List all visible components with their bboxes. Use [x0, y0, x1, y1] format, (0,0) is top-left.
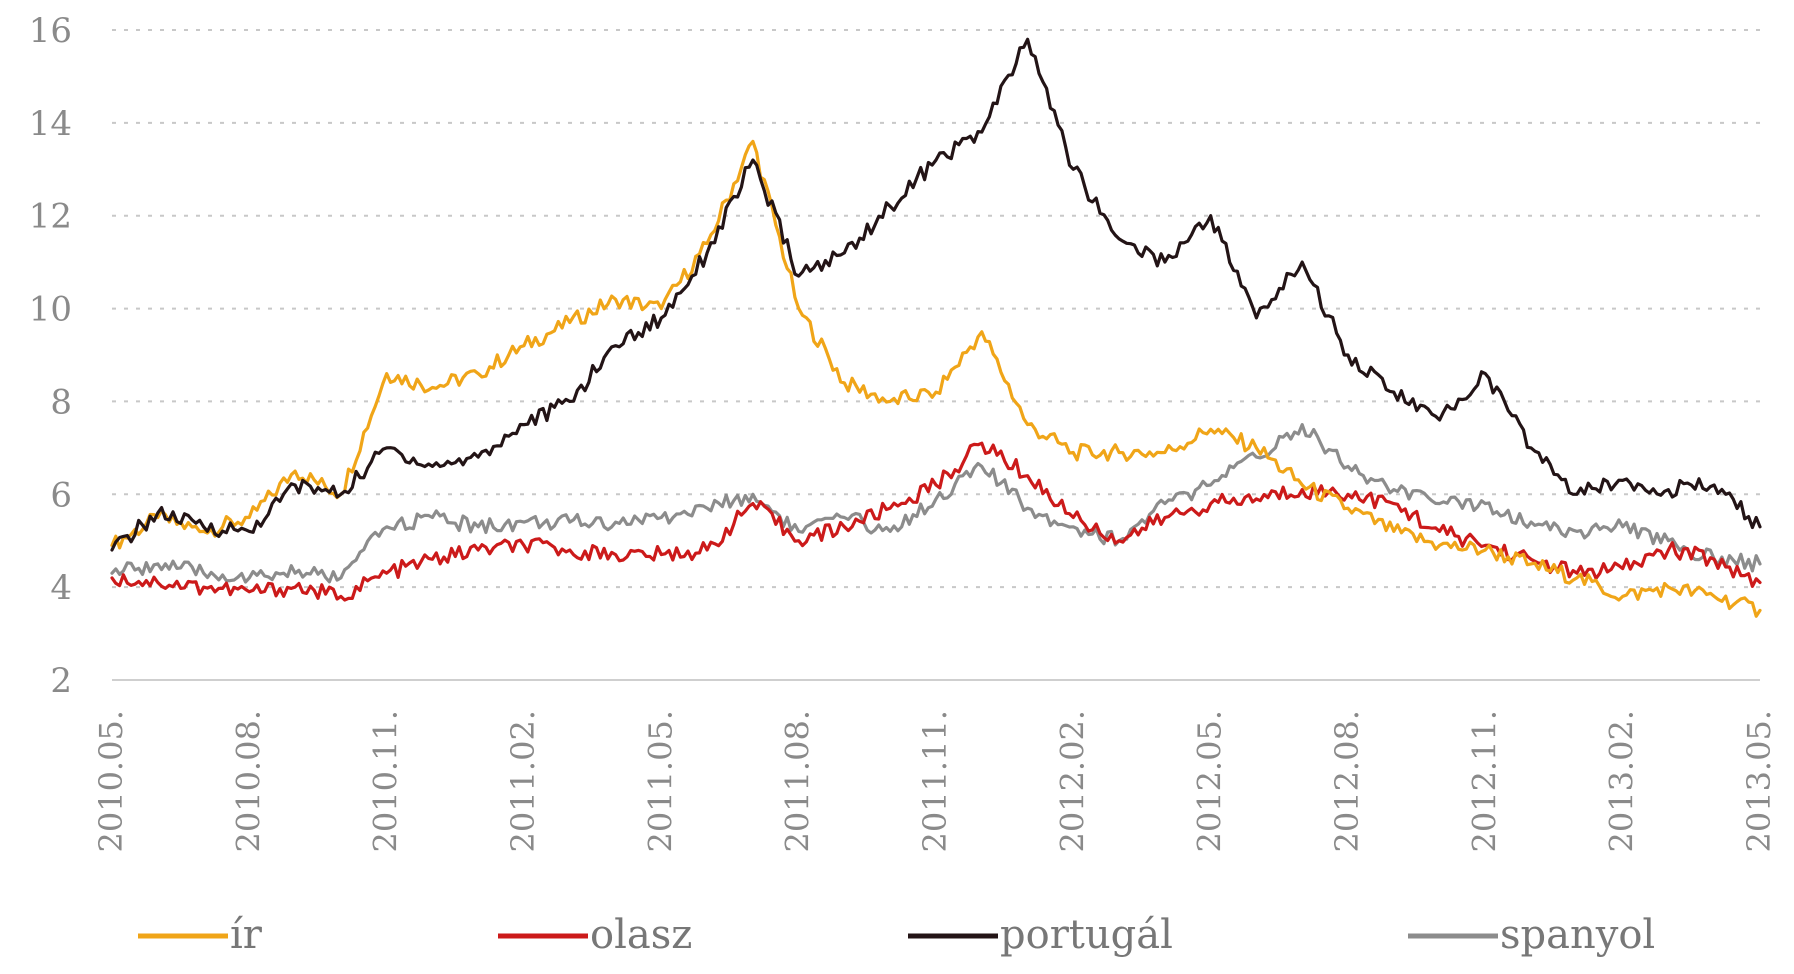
y-tick-label: 2	[50, 661, 72, 701]
x-tick-label: 2012.11.	[1465, 710, 1503, 853]
y-tick-label: 4	[50, 568, 72, 608]
x-tick-label: 2011.08.	[779, 710, 817, 853]
x-tick-label: 2012.08.	[1328, 710, 1366, 853]
x-tick-label: 2011.02.	[504, 710, 542, 853]
y-tick-label: 6	[50, 475, 72, 515]
x-tick-label: 2010.11.	[367, 710, 405, 853]
legend-label: portugál	[1000, 912, 1173, 958]
legend: ír olasz portugál spanyol	[138, 912, 1655, 958]
y-tick-label: 10	[29, 290, 72, 330]
x-tick-label: 2011.05.	[641, 710, 679, 853]
series-line-1	[110, 139, 1762, 618]
x-axis: 2010.05. 2010.08. 2010.11. 2011.02. 2011.05.…	[92, 710, 1778, 853]
x-tick-label: 2011.11.	[916, 710, 954, 853]
series-line-2	[110, 441, 1762, 602]
y-axis: 16 14 12 10 8 6 4 2	[29, 11, 72, 701]
y-tick-label: 12	[29, 197, 72, 237]
series-layer	[110, 37, 1762, 618]
x-tick-label: 2013.05.	[1740, 710, 1778, 853]
legend-label: spanyol	[1500, 912, 1655, 958]
series-line-4	[110, 423, 1762, 584]
y-tick-label: 16	[29, 11, 72, 51]
y-tick-label: 8	[50, 382, 72, 422]
x-tick-label: 2010.08.	[229, 710, 267, 853]
series-line-3	[110, 37, 1762, 552]
grid-layer	[112, 29, 1760, 681]
x-tick-label: 2012.05.	[1191, 710, 1229, 853]
y-tick-label: 14	[29, 104, 72, 144]
x-tick-label: 2010.05.	[92, 710, 130, 853]
legend-label: olasz	[590, 912, 692, 958]
x-tick-label: 2012.02.	[1053, 710, 1091, 853]
x-tick-label: 2013.02.	[1603, 710, 1641, 853]
legend-label: ír	[230, 912, 263, 958]
